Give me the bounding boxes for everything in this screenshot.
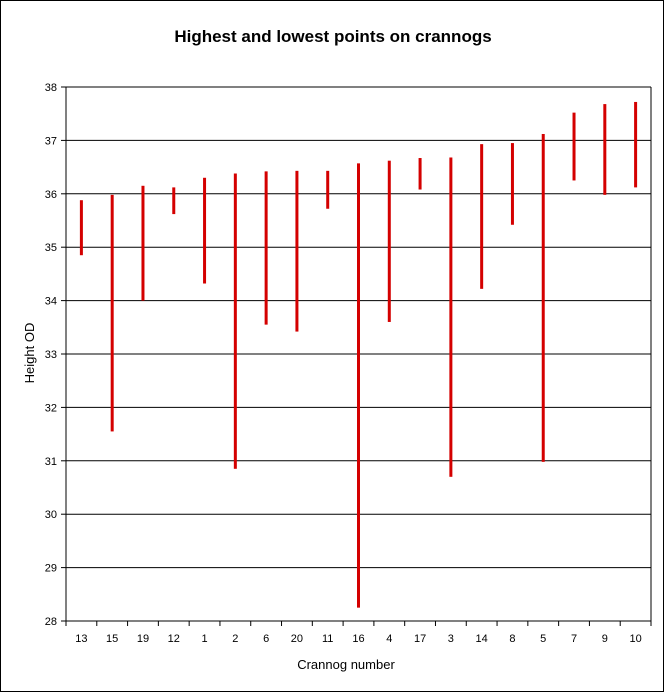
range-bar-8 xyxy=(510,143,514,225)
y-tick-label: 37 xyxy=(45,135,57,147)
range-bar-2 xyxy=(233,173,237,469)
range-bar-11 xyxy=(326,170,330,209)
range-bar-9 xyxy=(603,104,607,195)
x-tick-label: 10 xyxy=(629,633,641,645)
x-tick-label: 5 xyxy=(540,633,546,645)
y-tick-label: 38 xyxy=(45,82,57,94)
chart-title: Highest and lowest points on crannogs xyxy=(174,27,491,46)
x-tick-label: 2 xyxy=(232,633,238,645)
range-bar-15 xyxy=(110,194,114,432)
range-bar-13 xyxy=(79,200,83,256)
range-bar-1 xyxy=(203,177,207,284)
y-tick-label: 36 xyxy=(45,189,57,201)
y-tick-label: 31 xyxy=(45,456,57,468)
range-bar-17 xyxy=(418,158,422,190)
x-axis-title: Crannog number xyxy=(297,657,395,672)
range-bar-19 xyxy=(141,185,145,301)
y-tick-label: 29 xyxy=(45,563,57,575)
range-bar-14 xyxy=(480,144,484,289)
range-bar-6 xyxy=(264,171,268,325)
x-tick-label: 11 xyxy=(322,633,333,645)
x-tick-label: 9 xyxy=(602,633,608,645)
x-tick-label: 19 xyxy=(137,633,149,645)
x-tick-label: 3 xyxy=(448,633,454,645)
x-tick-label: 17 xyxy=(414,633,426,645)
plot-axes xyxy=(61,86,652,626)
x-tick-label: 6 xyxy=(263,633,269,645)
y-tick-label: 32 xyxy=(45,402,57,414)
y-axis-title: Height OD xyxy=(22,323,37,384)
x-tick-label: 14 xyxy=(476,633,488,645)
range-bars xyxy=(79,101,638,608)
x-tick-label: 1 xyxy=(201,633,207,645)
x-tick-label: 7 xyxy=(571,633,577,645)
x-tick-label: 16 xyxy=(352,633,364,645)
range-bar-5 xyxy=(541,133,545,462)
x-tick-label: 12 xyxy=(168,633,180,645)
range-bar-10 xyxy=(634,101,638,188)
x-axis-ticks: 13 15 19 12 1 2 6 20 11 16 4 17 3 14 8 5 7 9 10 xyxy=(75,633,641,645)
x-tick-label: 15 xyxy=(106,633,118,645)
x-tick-label: 4 xyxy=(386,633,392,645)
x-tick-label: 13 xyxy=(75,633,87,645)
x-tick-label: 8 xyxy=(509,633,515,645)
y-tick-label: 34 xyxy=(45,296,57,308)
y-tick-label: 30 xyxy=(45,509,57,521)
range-bar-7 xyxy=(572,112,576,181)
y-tick-label: 28 xyxy=(45,616,57,628)
y-tick-label: 33 xyxy=(45,349,57,361)
range-bar-20 xyxy=(295,170,299,332)
range-bar-16 xyxy=(357,163,360,608)
y-axis-ticks: 28 29 30 31 32 33 34 35 36 37 38 xyxy=(45,82,57,628)
range-bar-3 xyxy=(449,157,453,477)
y-tick-label: 35 xyxy=(45,242,57,254)
x-tick-label: 20 xyxy=(291,633,303,645)
range-bar-4 xyxy=(387,160,391,322)
range-bar-12 xyxy=(172,187,176,215)
